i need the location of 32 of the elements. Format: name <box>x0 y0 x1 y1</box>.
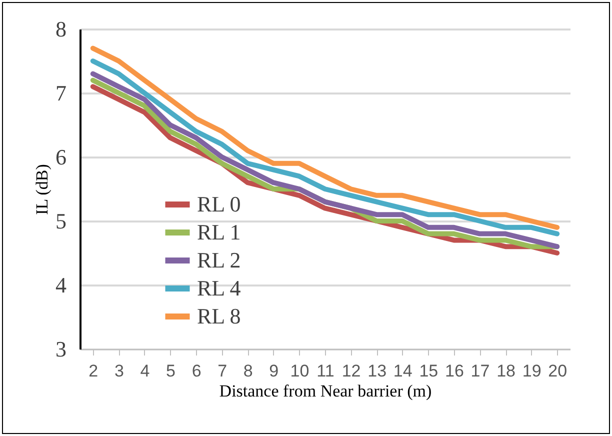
x-tick-label: 13 <box>368 362 387 380</box>
x-tick-label: 19 <box>522 362 542 380</box>
x-tick-label: 4 <box>140 362 150 380</box>
y-tick-label: 6 <box>56 144 66 170</box>
legend-label: RL 8 <box>197 304 241 328</box>
y-axis-title: IL (dB) <box>32 164 52 215</box>
x-tick-label: 14 <box>393 362 412 380</box>
x-tick-label: 17 <box>470 362 490 380</box>
x-tick-label: 7 <box>218 362 228 380</box>
x-tick-label: 6 <box>192 362 202 380</box>
legend-label: RL 2 <box>197 248 241 272</box>
x-axis-title: Distance from Near barrier (m) <box>219 382 432 400</box>
y-tick-label: 5 <box>56 208 66 234</box>
x-tick-label: 2 <box>88 362 98 380</box>
x-tick-label: 16 <box>444 362 464 380</box>
y-tick-label: 3 <box>56 336 66 362</box>
legend-label: RL 4 <box>197 276 241 300</box>
x-tick-label: 15 <box>419 362 438 380</box>
x-tick-label: 11 <box>316 362 334 380</box>
legend-label: RL 0 <box>197 192 241 216</box>
x-tick-label: 9 <box>269 362 279 380</box>
x-tick-label: 5 <box>166 362 176 380</box>
legend-label: RL 1 <box>197 220 241 244</box>
y-tick-label: 8 <box>56 16 66 42</box>
y-tick-label: 4 <box>56 272 66 298</box>
x-tick-label: 20 <box>548 362 568 380</box>
x-tick-label: 18 <box>496 362 516 380</box>
y-tick-label: 7 <box>56 80 66 106</box>
x-tick-label: 8 <box>243 362 253 380</box>
x-tick-label: 3 <box>114 362 124 380</box>
x-tick-label: 12 <box>342 362 361 380</box>
x-tick-label: 10 <box>290 362 310 380</box>
